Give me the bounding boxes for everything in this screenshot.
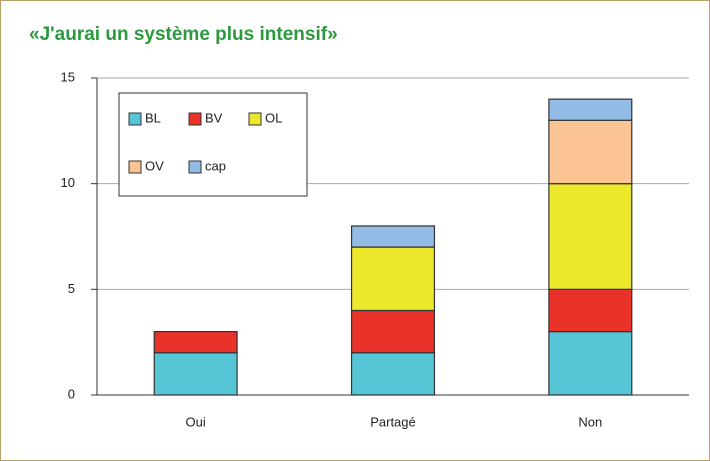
y-tick-label: 10 [61, 175, 75, 190]
bar-segment [548, 98, 633, 121]
legend-label: BV [205, 110, 223, 125]
bar-segment [548, 288, 633, 333]
bar-segment [548, 119, 633, 185]
bar-segment [350, 352, 436, 396]
legend-label: OV [145, 158, 164, 173]
x-tick-label: Non [578, 414, 602, 429]
bar-segment [350, 225, 436, 248]
y-tick-label: 0 [68, 386, 75, 401]
legend-swatch [188, 112, 202, 126]
y-tick-label: 5 [68, 281, 75, 296]
bar-segment [548, 183, 633, 290]
legend-label: cap [205, 158, 226, 173]
legend-box [118, 92, 308, 197]
bar-segment [350, 246, 436, 312]
x-tick-label: Partagé [370, 414, 416, 429]
bar-segment [548, 331, 633, 396]
legend-label: OL [265, 110, 282, 125]
x-tick-label: Oui [186, 414, 206, 429]
bar-segment [153, 331, 238, 354]
chart-title: «J'aurai un système plus intensif» [29, 24, 338, 45]
legend-label: BL [145, 110, 161, 125]
bar-segment [350, 309, 436, 354]
y-tick-label: 15 [61, 69, 75, 84]
bar-segment [153, 352, 238, 396]
legend-swatch [248, 112, 262, 126]
legend-swatch [128, 160, 142, 174]
legend-swatch [128, 112, 142, 126]
legend-swatch [188, 160, 202, 174]
